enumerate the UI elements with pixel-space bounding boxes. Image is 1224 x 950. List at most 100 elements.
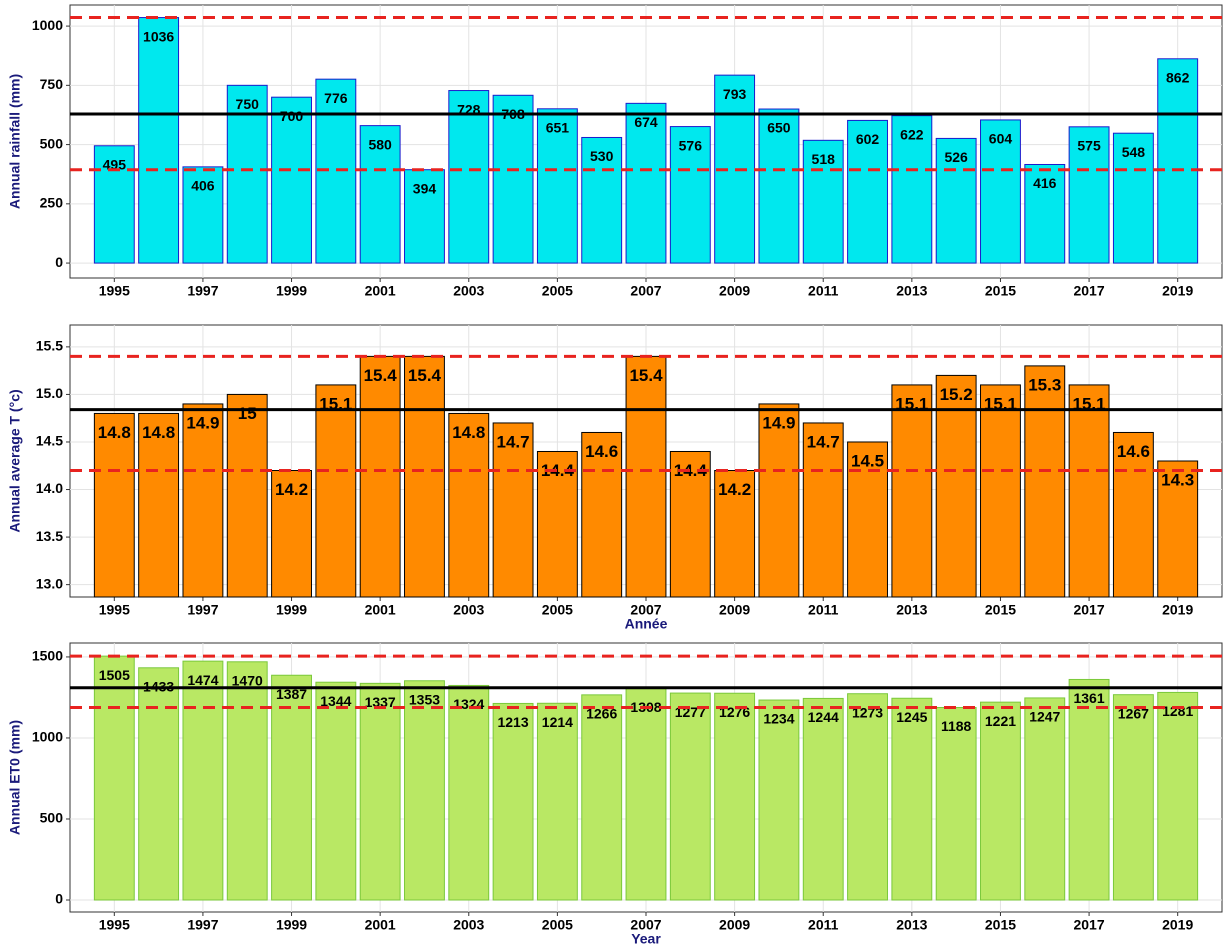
y-tick-label: 0: [55, 891, 63, 907]
value-label: 530: [590, 148, 614, 164]
x-tick-label: 2015: [985, 917, 1016, 933]
value-label: 1221: [985, 713, 1016, 729]
y-tick-label: 1000: [32, 729, 63, 745]
value-label: 526: [944, 149, 968, 165]
bar: [359, 682, 401, 901]
x-tick-label: 2013: [896, 283, 927, 299]
value-label: 394: [413, 180, 437, 196]
value-label: 14.4: [541, 461, 575, 480]
x-tick-label: 2017: [1073, 602, 1104, 618]
bar: [581, 136, 623, 264]
bar: [492, 94, 534, 264]
bar: [980, 384, 1021, 598]
bar: [669, 692, 711, 901]
bar: [1157, 691, 1199, 901]
value-label: 1244: [808, 709, 839, 725]
bar: [182, 403, 224, 598]
y-tick-label: 750: [40, 76, 64, 92]
bar: [448, 90, 490, 264]
bar: [315, 681, 357, 901]
bar: [758, 403, 800, 598]
bar: [1157, 460, 1199, 598]
value-label: 1214: [542, 714, 573, 730]
x-tick-label: 2019: [1162, 917, 1193, 933]
value-label: 14.9: [186, 413, 219, 432]
x-tick-label: 2005: [542, 917, 573, 933]
bar: [271, 470, 312, 598]
value-label: 406: [191, 178, 215, 194]
bar: [1024, 697, 1066, 901]
y-tick-label: 13.5: [36, 528, 63, 544]
value-label: 622: [900, 126, 924, 142]
value-label: 750: [236, 96, 260, 112]
bar: [625, 102, 667, 264]
bar: [404, 680, 445, 901]
value-label: 14.8: [98, 423, 131, 442]
bar: [625, 687, 667, 901]
bar: [1157, 58, 1199, 264]
x-tick-label: 2005: [542, 283, 573, 299]
bar: [758, 699, 800, 901]
value-label: 1474: [187, 672, 218, 688]
x-tick-label: 2011: [808, 602, 839, 618]
x-tick-label: 2017: [1073, 283, 1104, 299]
bar: [802, 139, 844, 264]
bar: [802, 697, 844, 901]
y-tick-label: 500: [40, 135, 64, 151]
x-tick-label: 2013: [896, 602, 927, 618]
x-tick-label: 2019: [1162, 283, 1193, 299]
value-label: 14.6: [1117, 442, 1150, 461]
value-label: 1247: [1029, 709, 1060, 725]
value-label: 1213: [497, 714, 528, 730]
value-label: 15: [238, 404, 257, 423]
x-tick-label: 1997: [187, 602, 218, 618]
value-label: 793: [723, 86, 747, 102]
x-tick-label: 1997: [187, 917, 218, 933]
bar: [359, 355, 401, 598]
value-label: 518: [812, 151, 836, 167]
bar: [536, 108, 578, 264]
value-label: 14.7: [807, 432, 840, 451]
value-label: 15.4: [364, 366, 398, 385]
bar: [315, 384, 357, 598]
x-tick-label: 2015: [985, 283, 1016, 299]
x-tick-label: 2017: [1073, 917, 1104, 933]
x-tick-label: 2001: [365, 602, 396, 618]
bar: [1068, 384, 1110, 598]
y-axis-title: Annual average T (°c): [7, 389, 23, 532]
bar: [1112, 132, 1154, 264]
x-tick-label: 2009: [719, 283, 750, 299]
value-label: 1281: [1162, 703, 1193, 719]
bar: [581, 431, 623, 598]
bar: [271, 96, 312, 264]
bar: [492, 702, 534, 901]
bar: [93, 655, 135, 901]
value-label: 14.3: [1161, 470, 1194, 489]
value-label: 1337: [365, 694, 396, 710]
y-tick-label: 14.0: [36, 480, 63, 496]
value-label: 15.2: [940, 385, 973, 404]
x-tick-label: 2013: [896, 917, 927, 933]
value-label: 15.4: [629, 366, 663, 385]
y-tick-label: 0: [55, 254, 63, 270]
bar: [226, 393, 268, 598]
y-tick-label: 500: [40, 810, 64, 826]
x-tick-label: 2007: [630, 602, 661, 618]
x-tick-label: 1999: [276, 283, 307, 299]
bar: [935, 137, 977, 264]
bar: [714, 692, 756, 901]
value-label: 575: [1077, 138, 1101, 154]
x-tick-label: 2009: [719, 602, 750, 618]
value-label: 674: [634, 114, 658, 130]
x-tick-label: 1995: [99, 283, 130, 299]
y-tick-label: 250: [40, 195, 64, 211]
value-label: 1505: [99, 667, 130, 683]
bar: [847, 693, 888, 901]
x-tick-label: 2003: [453, 602, 484, 618]
value-label: 14.8: [142, 423, 175, 442]
value-label: 14.2: [718, 480, 751, 499]
x-tick-label: 1999: [276, 917, 307, 933]
value-label: 604: [989, 131, 1013, 147]
value-label: 776: [324, 90, 348, 106]
